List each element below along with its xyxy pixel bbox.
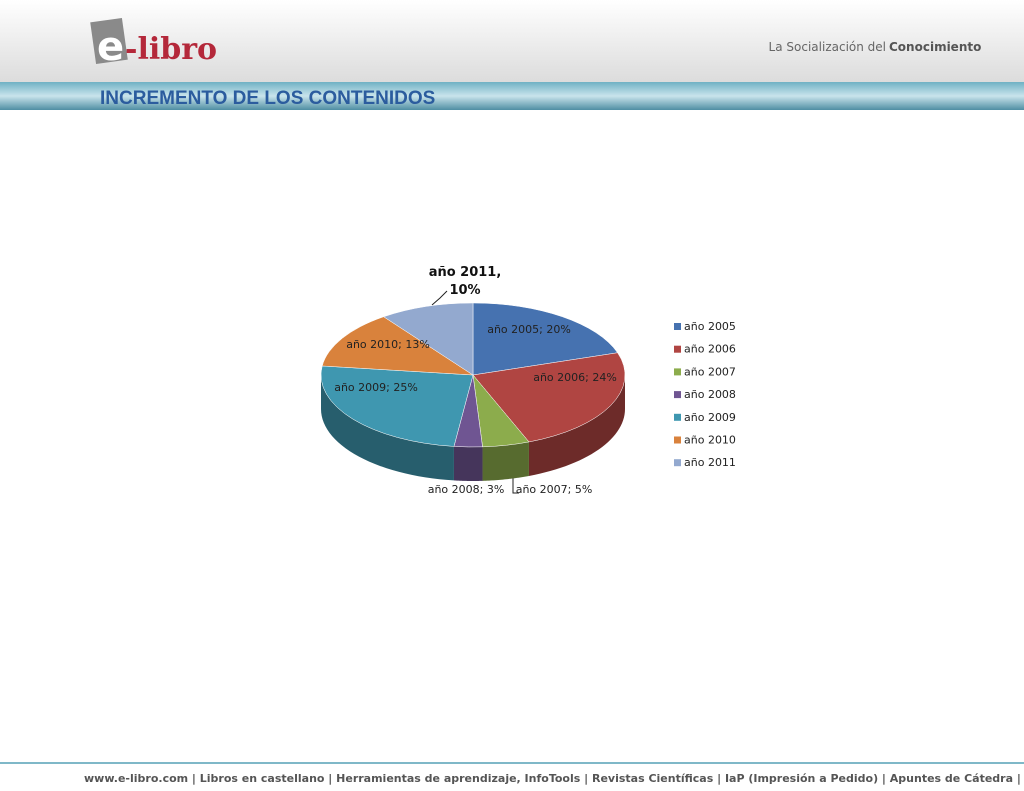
data-label: año 2010; 13% bbox=[346, 338, 430, 351]
pie-slice bbox=[472, 302, 618, 376]
pie-slice bbox=[383, 302, 474, 376]
legend-label: año 2005 bbox=[684, 320, 736, 333]
logo-box bbox=[90, 17, 128, 65]
legend-swatch bbox=[674, 459, 681, 467]
legend-label: año 2007 bbox=[684, 365, 736, 378]
legend-swatch bbox=[674, 345, 681, 353]
footer-text: www.e-libro.com | Libros en castellano |… bbox=[84, 772, 1024, 785]
pie-side bbox=[453, 446, 483, 481]
tagline-bold: Conocimiento bbox=[889, 40, 981, 54]
pie-side bbox=[321, 375, 454, 481]
legend-label: año 2006 bbox=[684, 343, 736, 356]
legend-swatch bbox=[674, 413, 681, 421]
legend-label: año 2008 bbox=[684, 388, 736, 401]
data-label: año 2011, 10% bbox=[428, 265, 502, 298]
pie-slice bbox=[320, 365, 474, 447]
data-label: año 2007; 5% bbox=[516, 483, 593, 496]
pie-slice bbox=[472, 352, 626, 443]
pie-side bbox=[482, 441, 529, 481]
legend-label: año 2011 bbox=[684, 456, 736, 469]
logo-e: e bbox=[97, 24, 124, 70]
legend-swatch bbox=[674, 323, 681, 330]
logo-text: -libro bbox=[125, 32, 217, 67]
legend-swatch bbox=[674, 368, 681, 376]
tagline: La Socialización del bbox=[769, 40, 886, 54]
pie-slice bbox=[321, 316, 474, 376]
legend-label: año 2009 bbox=[684, 411, 736, 424]
data-label: año 2006; 24% bbox=[533, 371, 617, 384]
data-label: año 2009; 25% bbox=[334, 381, 418, 394]
leader bbox=[512, 478, 519, 494]
legend-swatch bbox=[674, 391, 681, 399]
slide-title: INCREMENTO DE LOS CONTENIDOS bbox=[100, 88, 435, 109]
leader bbox=[431, 290, 448, 306]
data-label: año 2008; 3% bbox=[428, 483, 505, 496]
header-bg bbox=[0, 0, 1024, 82]
legend-label: año 2010 bbox=[684, 434, 736, 447]
data-label: año 2005; 20% bbox=[487, 323, 571, 336]
pie-side bbox=[528, 375, 625, 476]
legend-swatch bbox=[674, 436, 681, 444]
header-band bbox=[0, 82, 1024, 110]
